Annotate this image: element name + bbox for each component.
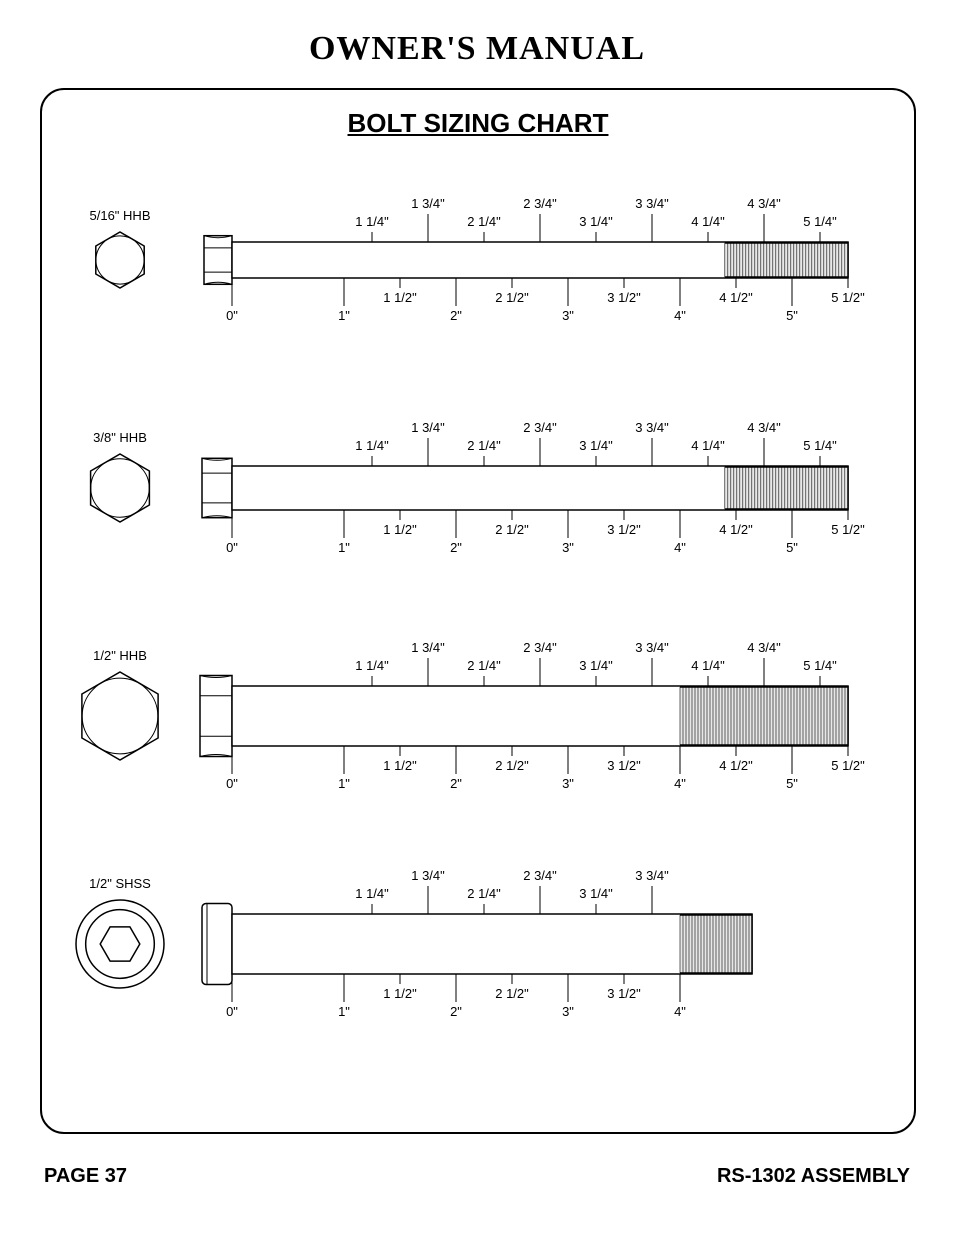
tick-1: 2 1/2" [495,522,529,537]
tick-0: 1 3/4" [411,196,445,211]
tick-2: 2 1/2" [495,758,529,773]
tick-2: 5 1/2" [831,758,865,773]
tick-0: 2" [450,308,462,323]
tick-0: 2 1/2" [495,290,529,305]
tick-3: 2" [450,1004,462,1019]
tick-3: 3 1/2" [607,986,641,1001]
tick-3: 3 1/4" [579,886,613,901]
tick-3: 1 1/2" [383,986,417,1001]
bolt-name-2: 1/2" HHB [93,648,147,663]
tick-0: 2 3/4" [523,196,557,211]
tick-2: 2 3/4" [523,640,557,655]
tick-2: 1 3/4" [411,640,445,655]
tick-2: 4 1/2" [719,758,753,773]
page: OWNER'S MANUAL BOLT SIZING CHART 5/16" H… [0,0,954,1235]
tick-1: 3" [562,540,574,555]
tick-1: 1" [338,540,350,555]
tick-1: 5 1/4" [803,438,837,453]
tick-1: 2" [450,540,462,555]
tick-1: 2 3/4" [523,420,557,435]
tick-1: 0" [226,540,238,555]
tick-0: 0" [226,308,238,323]
tick-3: 2 1/2" [495,986,529,1001]
tick-3: 1 3/4" [411,868,445,883]
tick-0: 5 1/2" [831,290,865,305]
tick-0: 4 1/2" [719,290,753,305]
tick-1: 3 1/4" [579,438,613,453]
tick-0: 3 1/4" [579,214,613,229]
tick-2: 3" [562,776,574,791]
tick-0: 3 3/4" [635,196,669,211]
tick-1: 2 1/4" [467,438,501,453]
tick-1: 1 1/4" [355,438,389,453]
tick-0: 1 1/4" [355,214,389,229]
tick-2: 3 1/2" [607,758,641,773]
tick-0: 5 1/4" [803,214,837,229]
tick-2: 5" [786,776,798,791]
tick-2: 1 1/4" [355,658,389,673]
bolt-name-1: 3/8" HHB [93,430,147,445]
tick-2: 2" [450,776,462,791]
tick-1: 3 1/2" [607,522,641,537]
tick-2: 4 1/4" [691,658,725,673]
tick-2: 2 1/4" [467,658,501,673]
tick-1: 4 1/4" [691,438,725,453]
tick-0: 3" [562,308,574,323]
tick-3: 3" [562,1004,574,1019]
tick-3: 0" [226,1004,238,1019]
tick-3: 4" [674,1004,686,1019]
tick-2: 3 3/4" [635,640,669,655]
tick-2: 1 1/2" [383,758,417,773]
tick-2: 4" [674,776,686,791]
tick-0: 2 1/4" [467,214,501,229]
tick-1: 1 1/2" [383,522,417,537]
tick-3: 1 1/4" [355,886,389,901]
tick-0: 4 1/4" [691,214,725,229]
tick-2: 5 1/4" [803,658,837,673]
tick-3: 2 3/4" [523,868,557,883]
page-number: PAGE 37 [44,1165,127,1188]
tick-1: 4 3/4" [747,420,781,435]
tick-1: 4 1/2" [719,522,753,537]
tick-0: 4 3/4" [747,196,781,211]
assembly-label: RS-1302 ASSEMBLY [717,1165,910,1188]
tick-1: 5 1/2" [831,522,865,537]
tick-0: 5" [786,308,798,323]
tick-1: 4" [674,540,686,555]
tick-2: 1" [338,776,350,791]
tick-3: 2 1/4" [467,886,501,901]
tick-1: 1 3/4" [411,420,445,435]
tick-2: 4 3/4" [747,640,781,655]
tick-0: 4" [674,308,686,323]
tick-0: 1 1/2" [383,290,417,305]
tick-0: 3 1/2" [607,290,641,305]
tick-1: 3 3/4" [635,420,669,435]
bolt-name-0: 5/16" HHB [90,208,151,223]
footer: PAGE 37 RS-1302 ASSEMBLY [44,1165,910,1188]
tick-2: 0" [226,776,238,791]
chart-labels-layer: 5/16" HHB 1 1/4" 2 1/4" 3 1/4" 4 1/4" 5 1/4" 1… [0,0,954,1235]
tick-3: 3 3/4" [635,868,669,883]
tick-1: 5" [786,540,798,555]
tick-3: 1" [338,1004,350,1019]
tick-0: 1" [338,308,350,323]
tick-2: 3 1/4" [579,658,613,673]
bolt-name-3: 1/2" SHSS [89,876,151,891]
